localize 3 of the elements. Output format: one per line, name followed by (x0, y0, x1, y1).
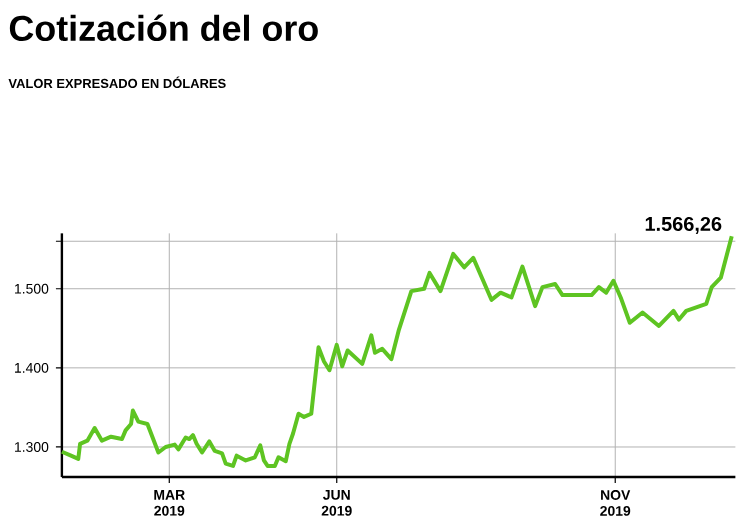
chart-title: Cotización del oro (9, 14, 318, 42)
annotation: 1.566,26 (645, 216, 722, 234)
line-series (59, 234, 734, 468)
